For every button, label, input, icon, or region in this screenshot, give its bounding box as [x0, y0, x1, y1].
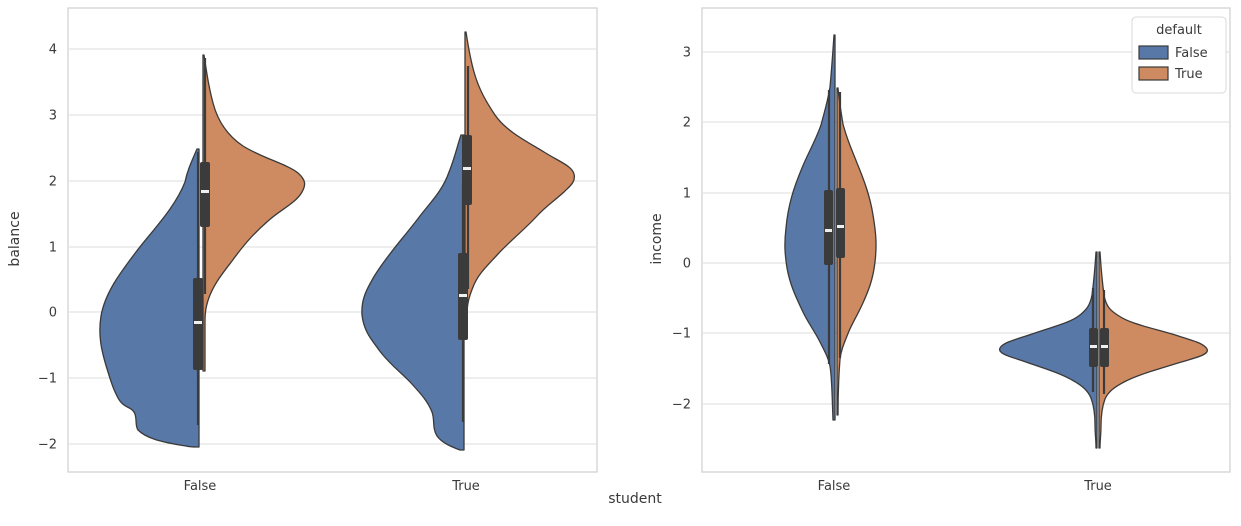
y-tick-label: −2	[672, 398, 691, 413]
y-tick-label: −2	[38, 438, 57, 453]
legend-title: default	[1156, 23, 1202, 38]
median-balance-true-default-true	[463, 167, 471, 170]
y-tick-label: −1	[38, 372, 57, 387]
legend-swatch-true	[1138, 66, 1169, 81]
median-balance-false-default-true	[201, 190, 209, 193]
y-tick-label: 0	[49, 306, 57, 321]
legend-swatch-false	[1138, 45, 1169, 60]
legend-label-true: True	[1174, 67, 1203, 82]
legend: default False True	[1131, 16, 1227, 94]
violin-balance-true-default-false	[361, 134, 465, 451]
violin-balance-false-default-true	[202, 54, 306, 372]
legend-label-false: False	[1175, 46, 1208, 61]
x-tick-label: True	[1083, 479, 1112, 494]
x-tick-label: True	[451, 479, 480, 494]
y-tick-label: 3	[49, 109, 57, 124]
violin-balance-true-default-true	[464, 31, 576, 336]
subplot-income: 3 2 1 0 −1 −2 False True income default …	[649, 7, 1231, 494]
x-tick-label: False	[818, 479, 851, 494]
boxplot-balance-false-default-true	[200, 162, 210, 227]
y-tick-label: −1	[672, 327, 691, 342]
y-tick-label: 4	[49, 43, 57, 58]
violin-income-true-default-false	[999, 251, 1098, 449]
left-plot-spines	[67, 7, 598, 473]
violin-income-true-default-true	[1098, 251, 1208, 449]
median-income-false-default-false	[825, 229, 832, 232]
boxplot-income-false-default-false	[824, 190, 833, 265]
median-balance-false-default-false	[194, 321, 202, 324]
median-income-true-default-true	[1101, 345, 1108, 348]
right-plot-spines	[701, 7, 1231, 473]
y-axis-label-income: income	[649, 213, 665, 264]
y-tick-label: 2	[683, 116, 691, 131]
y-tick-label: 1	[683, 187, 691, 202]
median-income-true-default-false	[1090, 345, 1097, 348]
y-tick-label: 2	[49, 175, 57, 190]
median-balance-true-default-false	[459, 294, 467, 297]
y-tick-label: 3	[683, 46, 691, 61]
violin-balance-false-default-false	[99, 148, 200, 448]
x-tick-label: False	[184, 479, 217, 494]
y-tick-label: 1	[49, 241, 57, 256]
violin-income-false-default-true	[836, 87, 877, 416]
right-grid	[703, 51, 1229, 405]
median-income-false-default-true	[837, 225, 844, 228]
x-axis-label-student: student	[608, 491, 662, 507]
subplot-balance: 4 3 2 1 0 −1 −2 False True balance	[7, 7, 598, 494]
y-axis-label-balance: balance	[7, 211, 23, 266]
y-tick-label: 0	[683, 257, 691, 272]
boxplot-income-false-default-true	[836, 188, 845, 258]
